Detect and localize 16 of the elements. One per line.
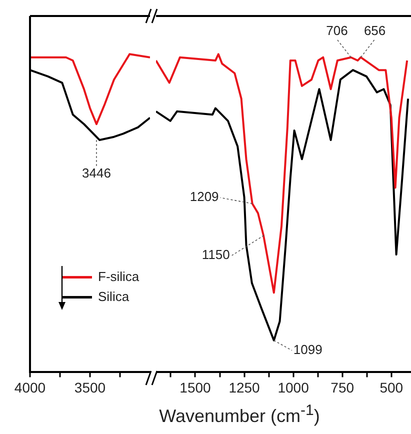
x-tick-label: 1000 xyxy=(278,379,310,396)
x-tick-label: 4000 xyxy=(14,379,46,396)
annotation: 1099 xyxy=(293,342,322,357)
annotation: 1209 xyxy=(190,189,219,204)
annotation: 656 xyxy=(364,22,386,38)
x-tick-label: 1250 xyxy=(228,379,260,396)
annotation: 1150 xyxy=(202,247,230,262)
x-tick-label: 500 xyxy=(380,379,404,396)
annotation: 3446 xyxy=(82,166,111,181)
x-axis-title: Wavenumber (cm$^{-1}$) xyxy=(158,402,321,427)
legend-label: F-silica xyxy=(98,268,140,284)
x-tick-label: 750 xyxy=(330,379,354,396)
x-tick-label: 1500 xyxy=(180,379,212,396)
legend-label: Silica xyxy=(98,288,130,304)
annotation: 706 xyxy=(326,22,348,38)
x-tick-label: 3500 xyxy=(74,379,106,396)
